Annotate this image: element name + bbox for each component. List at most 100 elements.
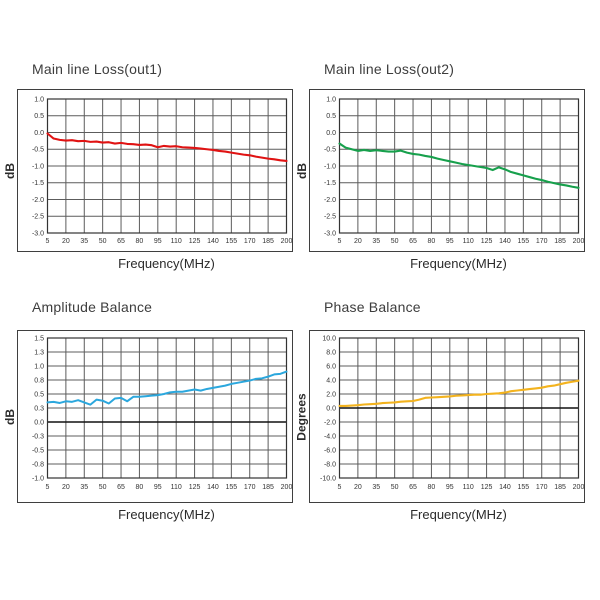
svg-text:80: 80 bbox=[136, 484, 144, 491]
chart-title-amplitude: Amplitude Balance bbox=[32, 299, 153, 315]
svg-text:65: 65 bbox=[409, 238, 417, 245]
svg-text:185: 185 bbox=[554, 238, 566, 245]
svg-text:-1.0: -1.0 bbox=[32, 475, 44, 482]
x-axis-label-phase: Frequency(MHz) bbox=[410, 507, 507, 522]
svg-text:125: 125 bbox=[189, 238, 201, 245]
plot-svg-phase: 10.0 8.0 6.0 4.0 2.0 0.0 -2.0 -4.0 -6.0 -8.0 -10.0… bbox=[320, 335, 584, 491]
svg-text:5: 5 bbox=[46, 484, 50, 491]
plot-box-phase: 10.0 8.0 6.0 4.0 2.0 0.0 -2.0 -4.0 -6.0 -8.0 -10.0… bbox=[309, 330, 585, 503]
svg-text:140: 140 bbox=[207, 238, 219, 245]
svg-text:-6.0: -6.0 bbox=[324, 447, 336, 454]
svg-text:-3.0: -3.0 bbox=[32, 230, 44, 237]
chart-phase-balance: Phase Balance Degrees 10.0 8.0 6.0 4.0 2.0 0.… bbox=[295, 296, 587, 522]
chart-title-out1: Main line Loss(out1) bbox=[32, 61, 163, 77]
svg-text:110: 110 bbox=[171, 484, 182, 491]
x-axis-label-out2: Frequency(MHz) bbox=[410, 256, 507, 271]
svg-text:35: 35 bbox=[80, 238, 88, 245]
svg-text:95: 95 bbox=[154, 238, 162, 245]
chart-amplitude-balance: Amplitude Balance dB 1.5 1.3 1.0 0.8 0.5 0.3 0… bbox=[3, 296, 295, 522]
svg-text:200: 200 bbox=[573, 484, 584, 491]
svg-text:-2.0: -2.0 bbox=[324, 419, 336, 426]
svg-text:185: 185 bbox=[262, 484, 274, 491]
svg-text:0.0: 0.0 bbox=[34, 130, 44, 137]
svg-text:-1.5: -1.5 bbox=[324, 180, 336, 187]
y-axis-label-db: dB bbox=[3, 408, 17, 425]
svg-text:-1.0: -1.0 bbox=[324, 163, 336, 170]
svg-text:1.5: 1.5 bbox=[34, 335, 44, 342]
svg-text:185: 185 bbox=[554, 484, 566, 491]
svg-text:5: 5 bbox=[338, 484, 342, 491]
svg-text:95: 95 bbox=[446, 484, 454, 491]
chart-body-phase: Degrees 10.0 8.0 6.0 4.0 2.0 0.0 -2.0 -4.0 -6.0 -… bbox=[295, 330, 587, 503]
svg-text:-2.5: -2.5 bbox=[32, 214, 44, 221]
svg-text:-4.0: -4.0 bbox=[324, 433, 336, 440]
svg-text:1.0: 1.0 bbox=[34, 96, 44, 103]
svg-text:-2.0: -2.0 bbox=[32, 197, 44, 204]
svg-text:-3.0: -3.0 bbox=[324, 230, 336, 237]
svg-text:-0.8: -0.8 bbox=[32, 461, 44, 468]
y-axis-label-wrap: Degrees bbox=[295, 330, 309, 503]
svg-text:170: 170 bbox=[536, 484, 548, 491]
svg-text:155: 155 bbox=[518, 238, 530, 245]
x-axis-label-out1: Frequency(MHz) bbox=[118, 256, 215, 271]
svg-text:20: 20 bbox=[62, 238, 70, 245]
svg-text:50: 50 bbox=[99, 484, 107, 491]
plot-box-amplitude: 1.5 1.3 1.0 0.8 0.5 0.3 0.0 -0.3 -0.5 -0.8 -1.0 5 20… bbox=[17, 330, 293, 503]
chart-main-line-loss-out1: Main line Loss(out1) dB 1.0 0.5 0.0 -0.5 -1.… bbox=[3, 58, 295, 271]
svg-text:1.0: 1.0 bbox=[34, 363, 44, 370]
svg-text:170: 170 bbox=[536, 238, 548, 245]
svg-text:0.0: 0.0 bbox=[326, 130, 336, 137]
svg-text:65: 65 bbox=[117, 484, 125, 491]
svg-text:5: 5 bbox=[46, 238, 50, 245]
svg-text:155: 155 bbox=[518, 484, 530, 491]
svg-text:10.0: 10.0 bbox=[322, 335, 336, 342]
chart-body-amplitude: dB 1.5 1.3 1.0 0.8 0.5 0.3 0.0 -0.3 -0.5 -0.8 -1.0… bbox=[3, 330, 295, 503]
svg-text:20: 20 bbox=[354, 238, 362, 245]
chart-title-out2: Main line Loss(out2) bbox=[324, 61, 455, 77]
svg-text:0.5: 0.5 bbox=[34, 113, 44, 120]
svg-text:110: 110 bbox=[171, 238, 182, 245]
chart-title-phase: Phase Balance bbox=[324, 299, 421, 315]
svg-text:185: 185 bbox=[262, 238, 274, 245]
svg-text:0.5: 0.5 bbox=[326, 113, 336, 120]
svg-text:95: 95 bbox=[154, 484, 162, 491]
svg-text:140: 140 bbox=[499, 238, 511, 245]
svg-text:50: 50 bbox=[391, 484, 399, 491]
svg-text:-0.5: -0.5 bbox=[32, 447, 44, 454]
svg-text:110: 110 bbox=[463, 238, 474, 245]
svg-text:110: 110 bbox=[463, 484, 474, 491]
svg-text:140: 140 bbox=[207, 484, 219, 491]
svg-text:-0.5: -0.5 bbox=[32, 147, 44, 154]
y-axis-label-db: dB bbox=[295, 162, 309, 179]
svg-text:-8.0: -8.0 bbox=[324, 461, 336, 468]
plot-svg-amplitude: 1.5 1.3 1.0 0.8 0.5 0.3 0.0 -0.3 -0.5 -0.8 -1.05 20… bbox=[32, 335, 293, 491]
svg-text:155: 155 bbox=[226, 238, 238, 245]
svg-text:8.0: 8.0 bbox=[326, 349, 336, 356]
svg-text:4.0: 4.0 bbox=[326, 377, 336, 384]
y-axis-label-db: dB bbox=[3, 162, 17, 179]
svg-text:0.8: 0.8 bbox=[34, 377, 44, 384]
svg-text:35: 35 bbox=[372, 484, 380, 491]
svg-text:35: 35 bbox=[372, 238, 380, 245]
svg-text:-10.0: -10.0 bbox=[320, 475, 336, 482]
svg-text:1.0: 1.0 bbox=[326, 96, 336, 103]
svg-text:155: 155 bbox=[226, 484, 238, 491]
plot-box-out1: 1.0 0.5 0.0 -0.5 -1.0 -1.5 -2.0 -2.5 -3.0 5 20 35 50… bbox=[17, 89, 293, 252]
chart-body-out1: dB 1.0 0.5 0.0 -0.5 -1.0 -1.5 -2.0 -2.5 -3.0 5 20 3… bbox=[3, 89, 295, 252]
svg-text:80: 80 bbox=[428, 238, 436, 245]
svg-text:200: 200 bbox=[573, 238, 584, 245]
svg-text:-2.0: -2.0 bbox=[324, 197, 336, 204]
svg-text:125: 125 bbox=[481, 484, 493, 491]
svg-text:140: 140 bbox=[499, 484, 511, 491]
svg-text:125: 125 bbox=[481, 238, 493, 245]
svg-text:-0.3: -0.3 bbox=[32, 433, 44, 440]
svg-text:0.3: 0.3 bbox=[34, 405, 44, 412]
y-axis-label-wrap: dB bbox=[3, 330, 17, 503]
plot-svg-out1: 1.0 0.5 0.0 -0.5 -1.0 -1.5 -2.0 -2.5 -3.05 20 35 50… bbox=[32, 96, 293, 245]
svg-text:80: 80 bbox=[136, 238, 144, 245]
svg-text:50: 50 bbox=[391, 238, 399, 245]
svg-text:1.3: 1.3 bbox=[34, 349, 44, 356]
svg-text:-1.0: -1.0 bbox=[32, 163, 44, 170]
svg-text:20: 20 bbox=[62, 484, 70, 491]
